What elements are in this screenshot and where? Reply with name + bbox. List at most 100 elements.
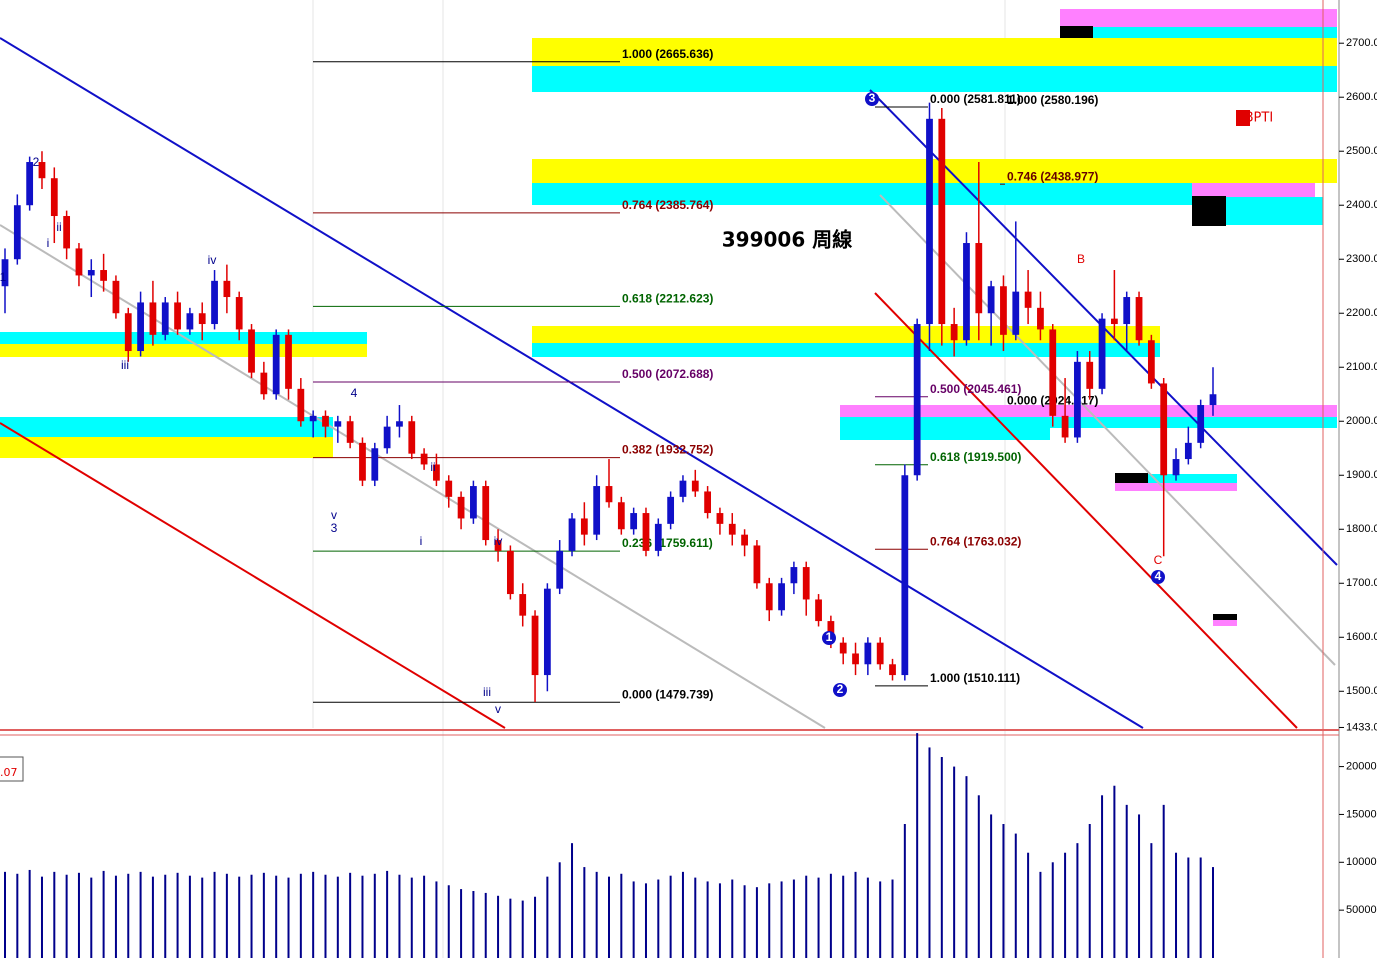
wave-marker <box>822 631 836 645</box>
candle-body <box>716 513 724 524</box>
volume-bar <box>102 870 105 958</box>
candle-body <box>630 513 638 530</box>
tag-box <box>1236 110 1250 126</box>
volume-bar <box>805 875 808 958</box>
wave-label: iii <box>483 685 491 699</box>
volume-bar <box>990 814 993 958</box>
volume-bar <box>225 873 228 958</box>
candle-body <box>506 550 514 595</box>
candle-body <box>593 486 601 535</box>
y-tick-label: 2000.00 <box>1346 415 1377 427</box>
wave-label: iv <box>494 534 503 548</box>
candle-body <box>642 513 650 551</box>
volume-bar <box>1002 824 1005 958</box>
candle-body <box>383 426 391 449</box>
volume-bar <box>731 879 734 958</box>
candle-body <box>26 162 34 206</box>
frame <box>0 0 1340 958</box>
volume-bar <box>620 873 623 958</box>
candle-body <box>445 480 453 497</box>
volume-bar <box>546 876 549 958</box>
fib-label: 0.618 (1919.500) <box>930 450 1021 464</box>
volume-bar <box>842 875 845 958</box>
volume-bar <box>497 895 500 958</box>
candle-body <box>1110 318 1118 325</box>
candle-body <box>235 297 243 330</box>
wave-label: v <box>495 702 501 716</box>
volume-bar <box>65 874 68 958</box>
volume-bar <box>965 776 968 958</box>
candle-body <box>1074 361 1081 438</box>
candle-body <box>938 118 946 325</box>
candle-body <box>580 518 588 535</box>
candle-body <box>198 313 206 325</box>
volume-bar <box>4 871 6 958</box>
candle-body <box>482 486 490 541</box>
volume-bar <box>423 875 426 958</box>
volume-bar <box>1175 852 1178 958</box>
wave-label: 3 <box>331 521 338 535</box>
fib-label: 1.000 (2665.636) <box>622 47 713 61</box>
candle-body <box>987 286 995 314</box>
candle-body <box>13 205 21 260</box>
wave-label: 2 <box>837 682 844 696</box>
candle-body <box>753 545 761 584</box>
volume-bar <box>681 871 684 958</box>
candle-body <box>889 664 896 676</box>
candle-body <box>174 302 181 330</box>
wave-label: 3 <box>869 91 876 105</box>
wave-label: ii <box>56 220 61 234</box>
volume-bar <box>447 885 450 958</box>
fib-label: 0.746 (2438.977) <box>1007 169 1098 183</box>
candle-body <box>75 248 83 276</box>
y-tick-label: 2200.00 <box>1346 307 1377 319</box>
candle-body <box>1049 329 1057 416</box>
volume-bar <box>854 871 857 958</box>
volume-bar <box>164 874 167 958</box>
candle-body <box>223 280 231 298</box>
candle-body <box>864 642 872 665</box>
volume-bar <box>669 875 672 958</box>
volume-bar <box>90 877 93 958</box>
y-tick-label: 1433.00 <box>1346 721 1377 733</box>
candle-body <box>334 421 342 427</box>
volume-bar <box>595 871 598 958</box>
candle-body <box>852 653 859 665</box>
volume-bar <box>817 877 820 958</box>
volume-bar <box>1101 795 1104 958</box>
candle-body <box>396 421 403 427</box>
volume-bar <box>472 891 475 958</box>
candle-body <box>728 523 736 535</box>
candle-body <box>211 280 218 325</box>
wave-label: B <box>1077 252 1085 266</box>
y-tick-label: 150000 <box>1346 808 1377 820</box>
candle-body <box>50 178 58 217</box>
wave-label: 2 <box>33 155 40 169</box>
candle-body <box>839 642 847 654</box>
candle-body <box>975 243 983 314</box>
volume-bar <box>583 867 586 958</box>
wave-marker <box>833 683 847 697</box>
candle-body <box>137 302 144 352</box>
volume-legend: .07 <box>0 766 18 779</box>
candle-body <box>1 259 9 287</box>
candle-body <box>100 270 108 281</box>
candle-body <box>63 216 71 249</box>
zones <box>0 9 1337 626</box>
volume-bar <box>28 869 31 958</box>
volume-bar <box>755 887 758 958</box>
candle-body <box>420 453 428 465</box>
volume-bar <box>632 881 635 958</box>
candle-body <box>815 599 822 622</box>
wave-label: 4 <box>1155 569 1162 583</box>
fib-label: 0.500 (2045.461) <box>930 382 1021 396</box>
wave-label: v <box>331 508 337 522</box>
candle-body <box>543 588 551 676</box>
candle-body <box>186 313 194 330</box>
fib-label: 0.764 (2385.764) <box>622 198 713 212</box>
candle-body <box>309 415 317 422</box>
candle-body <box>346 421 354 443</box>
y-tick-label: 100000 <box>1346 856 1377 868</box>
volume-bar <box>891 879 894 958</box>
candle-body <box>470 486 477 519</box>
